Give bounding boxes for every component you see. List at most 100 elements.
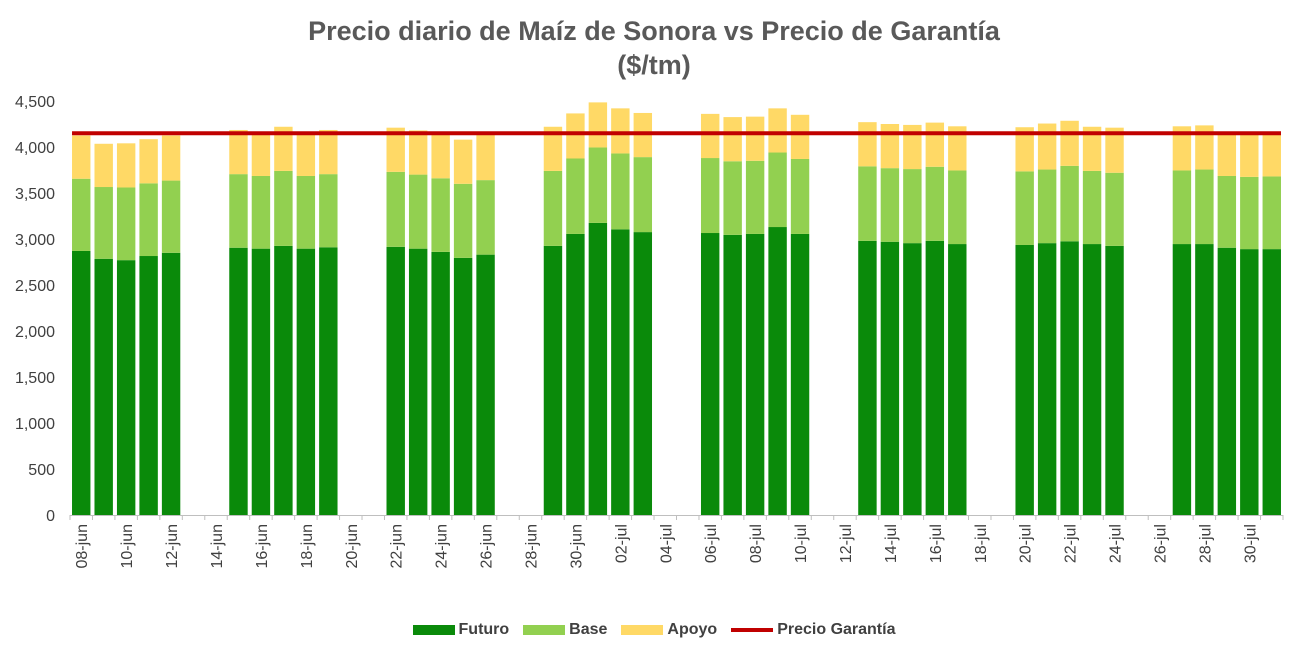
- bar-apoyo: [1217, 132, 1237, 176]
- bar-apoyo: [1172, 126, 1192, 171]
- bar-futuro: [1240, 249, 1259, 515]
- legend: Futuro Base Apoyo Precio Garantía: [0, 621, 1308, 639]
- bar-apoyo: [948, 126, 967, 171]
- bar-base: [858, 166, 877, 241]
- y-tick-label: 0: [46, 508, 55, 525]
- bar-apoyo: [1060, 120, 1079, 166]
- bar-futuro: [1082, 244, 1102, 515]
- y-tick-label: 3,500: [15, 186, 55, 203]
- bar-apoyo: [1082, 126, 1102, 171]
- bar-base: [139, 183, 158, 257]
- x-tick-label: 10-jun: [119, 524, 136, 568]
- legend-swatch-base: [523, 625, 566, 635]
- bar-base: [274, 170, 293, 246]
- x-tick-label: 28-jun: [523, 524, 540, 568]
- bar-base: [768, 152, 787, 228]
- bar-futuro: [543, 245, 563, 515]
- bar-base: [72, 178, 91, 251]
- legend-swatch-precio-garantia: [731, 628, 774, 632]
- x-tick-label: 14-jun: [209, 524, 226, 568]
- legend-item-precio-garantia: Precio Garantía: [731, 621, 895, 639]
- bar-futuro: [274, 245, 293, 515]
- x-tick-label: 14-jul: [883, 524, 900, 563]
- bar-base: [566, 158, 585, 234]
- bar-base: [1195, 169, 1214, 245]
- x-tick-label: 18-jun: [299, 524, 316, 568]
- bar-futuro: [408, 248, 428, 515]
- bar-futuro: [72, 250, 91, 515]
- bar-apoyo: [1015, 127, 1034, 172]
- bar-apoyo: [431, 134, 450, 179]
- y-tick-label: 500: [28, 462, 55, 479]
- bar-futuro: [161, 252, 181, 516]
- x-tick-label: 08-jul: [748, 524, 765, 563]
- bar-futuro: [858, 240, 877, 515]
- x-tick-label: 18-jul: [973, 524, 990, 563]
- bar-base: [588, 147, 608, 223]
- bar-base: [1172, 170, 1192, 245]
- bar-apoyo: [94, 143, 113, 188]
- bar-apoyo: [251, 131, 271, 176]
- bar-apoyo: [611, 108, 630, 154]
- x-tick-label: 24-jun: [434, 524, 451, 568]
- bar-base: [790, 158, 810, 234]
- bar-futuro: [880, 241, 900, 515]
- bar-futuro: [94, 258, 113, 515]
- bar-futuro: [768, 227, 787, 516]
- bar-futuro: [386, 246, 405, 515]
- bar-apoyo: [274, 126, 293, 171]
- bar-apoyo: [296, 131, 316, 176]
- bar-apoyo: [1240, 133, 1259, 177]
- x-tick-label: 26-jun: [479, 524, 496, 568]
- x-tick-label: 02-jul: [613, 524, 630, 563]
- legend-swatch-futuro: [412, 625, 455, 635]
- bar-apoyo: [858, 122, 877, 167]
- bar-futuro: [1217, 247, 1237, 516]
- y-tick-label: 1,000: [15, 416, 55, 433]
- bar-futuro: [925, 240, 945, 515]
- bar-futuro: [1195, 244, 1214, 515]
- legend-label-apoyo: Apoyo: [667, 621, 718, 638]
- bar-futuro: [566, 233, 585, 515]
- x-tick-label: 12-jun: [164, 524, 181, 568]
- bar-base: [1262, 176, 1281, 250]
- bar-apoyo: [723, 117, 742, 162]
- bar-futuro: [1172, 244, 1192, 515]
- bar-base: [1060, 165, 1079, 242]
- bar-apoyo: [790, 114, 810, 159]
- bar-base: [903, 169, 922, 244]
- bar-apoyo: [139, 139, 158, 184]
- bar-base: [1105, 172, 1124, 246]
- bar-base: [1015, 171, 1034, 245]
- legend-swatch-apoyo: [621, 625, 664, 635]
- bar-futuro: [723, 234, 742, 516]
- bar-apoyo: [116, 143, 136, 188]
- bar-apoyo: [229, 129, 248, 175]
- bar-base: [948, 170, 967, 245]
- bar-apoyo: [588, 102, 608, 148]
- x-tick-label: 22-jul: [1063, 524, 1080, 563]
- x-tick-label: 30-jun: [568, 524, 585, 568]
- bar-apoyo: [453, 139, 473, 184]
- x-tick-label: 24-jul: [1108, 524, 1125, 563]
- bar-futuro: [251, 248, 271, 515]
- chart-subtitle: ($/tm): [617, 50, 691, 80]
- chart-title: Precio diario de Maíz de Sonora vs Preci…: [308, 16, 1000, 46]
- bar-futuro: [745, 233, 765, 515]
- bar-apoyo: [476, 135, 495, 181]
- bar-base: [543, 170, 563, 246]
- bar-apoyo: [745, 116, 765, 161]
- bar-apoyo: [319, 129, 338, 175]
- bar-futuro: [700, 233, 720, 515]
- x-tick-label: 10-jul: [793, 524, 810, 563]
- y-tick-label: 2,000: [15, 324, 55, 341]
- bar-base: [161, 180, 181, 253]
- bar-base: [251, 175, 271, 249]
- bar-base: [633, 157, 653, 233]
- bar-futuro: [116, 260, 136, 515]
- y-tick-label: 4,000: [15, 140, 55, 157]
- y-tick-label: 3,000: [15, 232, 55, 249]
- bar-apoyo: [1262, 132, 1281, 177]
- bar-futuro: [903, 243, 922, 515]
